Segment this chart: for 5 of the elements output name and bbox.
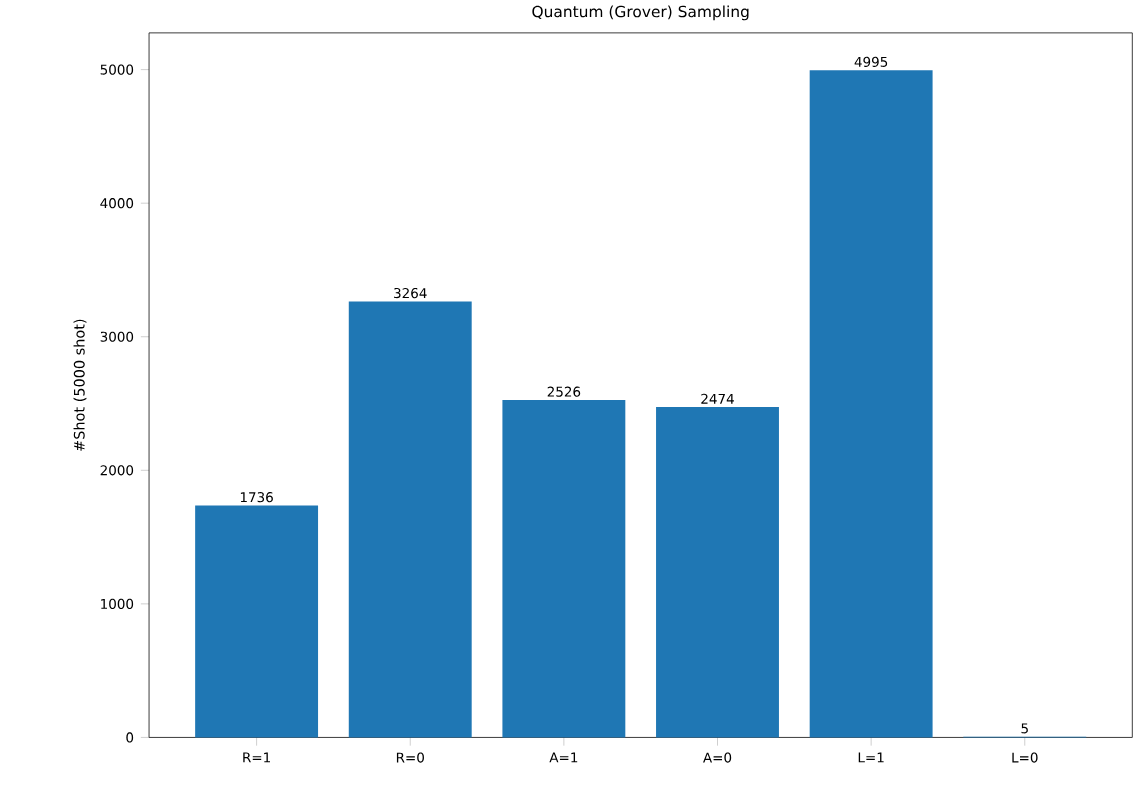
bar <box>809 70 933 738</box>
bar <box>656 407 779 738</box>
bar <box>502 400 626 738</box>
bar <box>348 301 472 738</box>
bar <box>195 505 319 738</box>
